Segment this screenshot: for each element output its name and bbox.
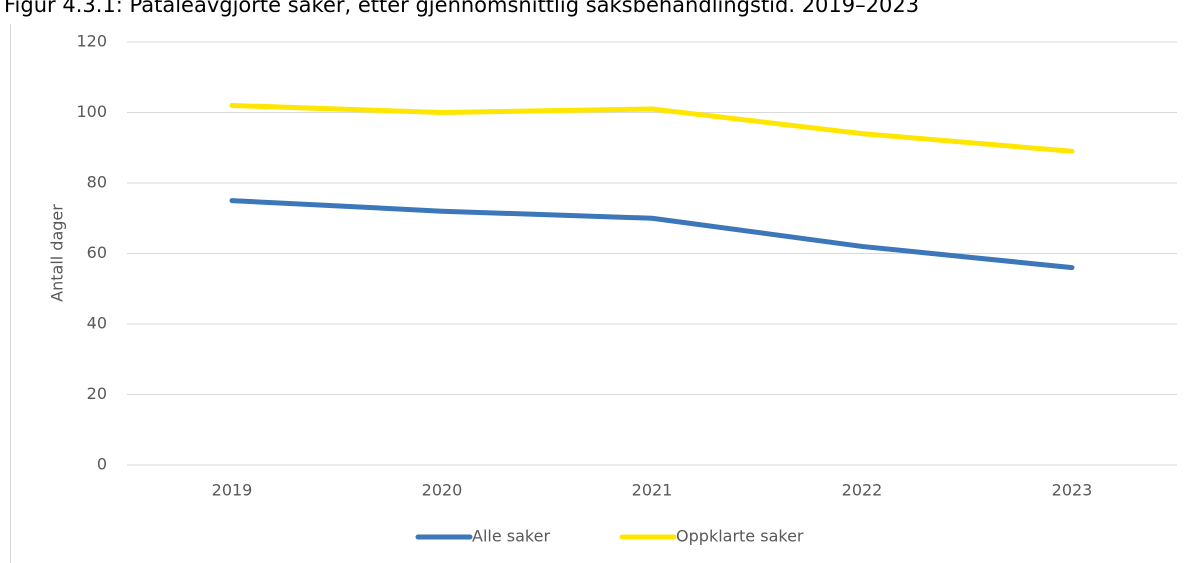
y-tick-label: 20 (87, 384, 107, 403)
legend-label: Oppklarte saker (676, 527, 804, 546)
y-tick-label: 60 (87, 243, 107, 262)
y-tick-label: 40 (87, 314, 107, 333)
x-tick-label: 2023 (1052, 481, 1093, 500)
x-tick-label: 2021 (632, 481, 673, 500)
chart-title: Figur 4.3.1: Påtaleavgjorte saker, etter… (4, 0, 919, 17)
y-tick-label: 100 (76, 102, 107, 121)
y-tick-label: 120 (76, 32, 107, 51)
y-tick-label: 80 (87, 173, 107, 192)
x-tick-label: 2020 (422, 481, 463, 500)
legend-label: Alle saker (472, 527, 550, 546)
y-tick-label: 0 (97, 455, 107, 474)
x-tick-label: 2019 (212, 481, 253, 500)
series-line (229, 198, 1075, 271)
x-tick-label: 2022 (842, 481, 883, 500)
series-line (229, 102, 1075, 154)
y-axis-label: Antall dager (48, 204, 67, 302)
